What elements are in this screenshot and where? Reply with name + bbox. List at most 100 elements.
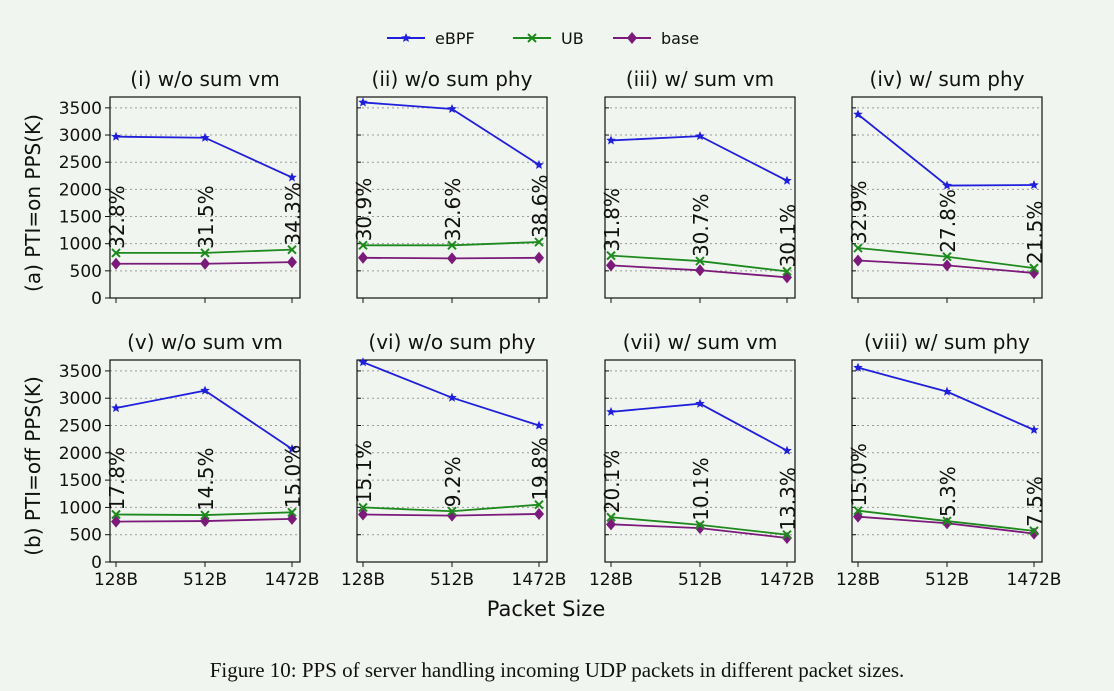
data-point xyxy=(606,518,616,531)
series-ebpf xyxy=(358,97,544,169)
x-tick-label: 128B xyxy=(341,570,385,590)
data-point xyxy=(695,520,705,530)
improvement-label: 15.0% xyxy=(847,443,871,507)
y-tick-label: 2000 xyxy=(59,180,102,200)
subplot-2: (ii) w/o sum phy 30.9% 32.6% 38.6% xyxy=(352,67,552,303)
data-point xyxy=(358,502,368,513)
legend-marker xyxy=(627,32,637,44)
x-tick-label: 1472B xyxy=(760,570,815,590)
series-ub xyxy=(853,243,1039,273)
data-point xyxy=(447,506,457,516)
x-tick-label: 1472B xyxy=(265,570,320,590)
data-point xyxy=(287,244,297,255)
data-point xyxy=(853,362,863,372)
data-point xyxy=(942,180,952,190)
data-point xyxy=(358,240,368,251)
improvement-label: 20.1% xyxy=(600,450,624,514)
series-base xyxy=(111,256,297,270)
x-tick-label: 128B xyxy=(836,570,880,590)
subplot-4: (iv) w/ sum phy 32.9% 27.8% 21.5% xyxy=(847,67,1047,303)
y-tick-label: 0 xyxy=(91,553,102,573)
improvement-label: 13.3% xyxy=(776,467,800,531)
improvement-label: 15.1% xyxy=(352,440,376,504)
data-point xyxy=(853,505,863,516)
y-tick-label: 3000 xyxy=(59,389,102,409)
improvement-label: 17.8% xyxy=(105,447,129,511)
data-point xyxy=(782,266,792,277)
data-point xyxy=(447,252,457,265)
data-point xyxy=(534,251,544,264)
row-b-ylabel: (b) PTI=off PPS(K) xyxy=(21,376,45,556)
improvement-label: 19.8% xyxy=(528,437,552,501)
series-base xyxy=(853,254,1039,280)
data-point xyxy=(1029,526,1039,536)
data-point xyxy=(606,512,616,522)
data-point xyxy=(942,252,952,262)
data-point xyxy=(447,392,457,402)
y-tick-label: 2500 xyxy=(59,153,102,173)
improvement-label: 31.8% xyxy=(600,188,624,252)
y-tick-label: 3000 xyxy=(59,126,102,146)
improvement-label: 5.3% xyxy=(936,466,960,517)
improvement-label: 30.9% xyxy=(352,178,376,242)
improvement-label: 14.5% xyxy=(194,448,218,512)
series-line xyxy=(115,389,293,450)
x-tick-label: 512B xyxy=(183,570,227,590)
series-ebpf xyxy=(606,398,792,455)
x-tick-label: 512B xyxy=(430,570,474,590)
subplot-1: (i) w/o sum vm 0 500 1000 1500 2000 2500 3000 35… xyxy=(59,67,305,309)
data-point xyxy=(782,271,792,284)
x-tick-label: 128B xyxy=(589,570,633,590)
y-tick-label: 1500 xyxy=(59,208,102,228)
series-ub xyxy=(358,499,544,516)
data-point xyxy=(287,256,297,269)
series-line xyxy=(857,366,1035,431)
data-point xyxy=(695,256,705,266)
subplot-8: (viii) w/ sum phy 128B 512B 1472B 15.0% 5.3% 7… xyxy=(836,330,1062,590)
data-point xyxy=(111,509,121,520)
data-point xyxy=(853,109,863,119)
series-line xyxy=(362,361,540,427)
data-point xyxy=(534,507,544,520)
legend-item-ub: UB xyxy=(513,29,584,48)
series-ub xyxy=(606,250,792,277)
y-tick-label: 1500 xyxy=(59,471,102,491)
legend-marker xyxy=(527,33,537,43)
improvement-label: 7.5% xyxy=(1023,476,1047,527)
improvement-label: 32.6% xyxy=(441,178,465,242)
data-point xyxy=(695,264,705,277)
improvement-label: 9.2% xyxy=(441,456,465,507)
series-line xyxy=(610,402,788,452)
y-tick-label: 500 xyxy=(70,262,102,282)
improvement-label: 10.1% xyxy=(689,457,713,521)
series-base xyxy=(606,518,792,544)
x-axis-label: Packet Size xyxy=(487,597,605,621)
subplot-title: (ii) w/o sum phy xyxy=(372,67,533,91)
improvement-label: 30.1% xyxy=(776,204,800,268)
series-line xyxy=(362,101,540,166)
data-point xyxy=(782,175,792,185)
data-point xyxy=(782,445,792,455)
data-point xyxy=(358,357,368,367)
data-point xyxy=(942,386,952,396)
series-ub xyxy=(853,505,1039,536)
series-base xyxy=(358,507,544,522)
row-a-ylabel: (a) PTI=on PPS(K) xyxy=(21,114,45,292)
series-ub xyxy=(111,244,297,258)
improvement-label: 38.6% xyxy=(528,174,552,238)
series-ebpf xyxy=(606,131,792,185)
legend-label: base xyxy=(661,29,699,48)
data-point xyxy=(447,240,457,251)
data-point xyxy=(200,385,210,395)
series-ebpf xyxy=(853,362,1039,434)
data-point xyxy=(287,443,297,454)
data-point xyxy=(534,159,544,169)
legend: eBPF UB base xyxy=(387,29,699,48)
data-point xyxy=(111,257,121,270)
data-point xyxy=(942,259,952,272)
data-point xyxy=(358,97,368,107)
data-point xyxy=(111,515,121,528)
y-tick-label: 3500 xyxy=(59,362,102,382)
y-tick-label: 0 xyxy=(91,289,102,309)
